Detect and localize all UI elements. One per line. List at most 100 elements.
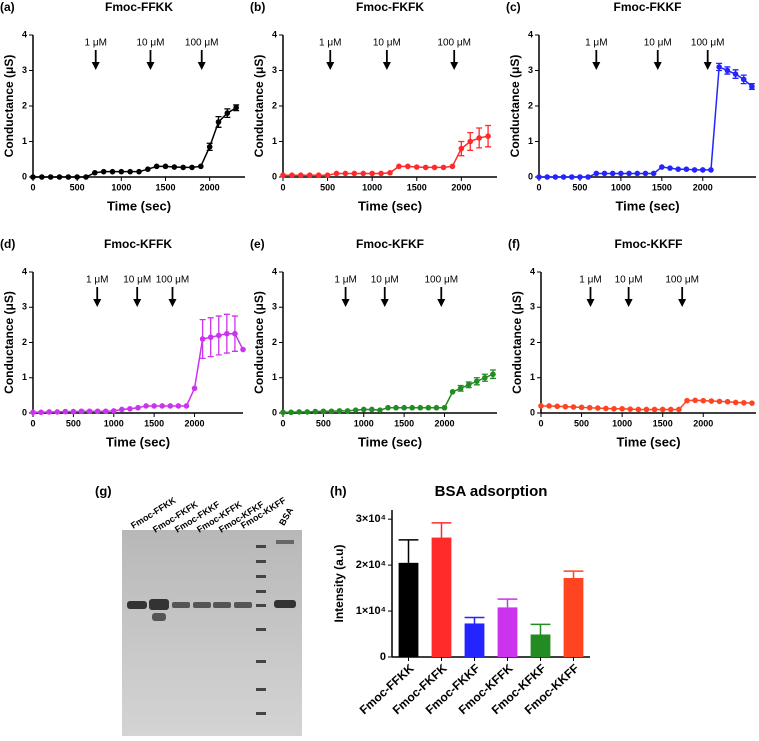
data-point — [546, 403, 552, 409]
data-point — [344, 408, 351, 414]
data-point — [151, 403, 157, 409]
data-point — [143, 403, 149, 409]
data-point — [732, 399, 739, 406]
x-tick-label: 500 — [66, 418, 81, 428]
data-point — [171, 164, 178, 170]
data-point — [659, 164, 665, 170]
data-point — [296, 409, 302, 415]
y-tick-label: 2 — [272, 100, 277, 110]
data-point — [385, 404, 391, 411]
data-point — [360, 170, 367, 177]
data-point — [716, 64, 722, 70]
arrow-head — [678, 299, 687, 307]
data-point — [449, 389, 456, 395]
data-point — [668, 406, 674, 413]
gel-panel: (g) Fmoc-FFKK Fmoc-FKFK Fmoc-FKKF Fmoc-K… — [95, 483, 302, 736]
data-point — [609, 170, 616, 177]
data-point — [562, 403, 569, 410]
x-tick-label: 500 — [316, 418, 331, 428]
x-axis-label: Time (sec) — [106, 434, 170, 449]
y-tick-label: 0 — [272, 407, 277, 417]
data-point — [485, 133, 491, 139]
data-point — [118, 168, 125, 175]
panel-label: (b) — [250, 0, 265, 14]
data-point — [413, 164, 420, 170]
data-point — [393, 404, 399, 411]
data-point — [153, 163, 160, 170]
panel-label: (h) — [330, 483, 347, 498]
x-tick-label: 1500 — [407, 182, 427, 192]
data-point — [422, 164, 429, 171]
chart-title: Fmoc-FKKF — [614, 0, 682, 14]
data-point — [409, 404, 416, 411]
chart-title: Fmoc-KKFF — [615, 237, 683, 251]
data-point — [536, 174, 542, 180]
chart-title: Fmoc-FFKK — [105, 0, 173, 14]
y-tick-label: 2 — [530, 337, 535, 347]
data-point — [716, 398, 723, 405]
data-point — [626, 170, 632, 177]
data-point — [552, 174, 559, 180]
line-chart: Fmoc-FKFK (b) 0 1 2 3 4 0 500 1000 1500 2000 Time (s… — [250, 0, 497, 213]
data-point — [288, 409, 294, 416]
data-point — [306, 172, 313, 179]
line-chart: Fmoc-FKKF (c) 0 1 2 3 4 0 500 1000 1500 2000 Time (s… — [506, 0, 756, 213]
data-point — [377, 407, 383, 413]
data-point — [92, 169, 98, 176]
y-tick-label: 0 — [380, 651, 386, 663]
line-chart: Fmoc-KFFK (d) 0 1 2 3 4 0 500 1000 1500 2000 Time (s… — [0, 237, 246, 449]
x-tick-label: 1500 — [653, 418, 673, 428]
data-point — [741, 399, 747, 406]
data-point — [298, 172, 304, 179]
y-axis-label: Conductance (μS) — [508, 55, 522, 158]
data-point — [70, 408, 77, 415]
data-point — [417, 404, 424, 411]
data-point — [315, 172, 322, 179]
data-point — [100, 168, 107, 175]
x-axis-label: Time (sec) — [615, 198, 679, 213]
data-point — [86, 408, 93, 415]
y-tick-label: 2 — [22, 337, 27, 347]
annotation: 10 μM — [644, 38, 672, 49]
data-point — [441, 404, 448, 411]
data-point — [135, 404, 141, 411]
data-point — [224, 110, 231, 116]
arrow-head — [653, 62, 662, 70]
data-point — [198, 163, 204, 170]
data-point — [538, 403, 544, 409]
y-tick-label: 4 — [530, 266, 535, 276]
data-point — [62, 408, 69, 415]
data-point — [240, 346, 246, 353]
x-tick-label: 500 — [574, 418, 589, 428]
annotation: 10 μM — [371, 275, 399, 286]
data-point — [215, 332, 222, 339]
y-axis-label: Conductance (μS) — [2, 55, 16, 158]
data-line — [283, 135, 489, 176]
data-point — [740, 76, 747, 83]
bar — [431, 537, 452, 657]
data-point — [56, 174, 63, 180]
x-tick-label: 1000 — [612, 418, 632, 428]
y-tick-label: 0 — [528, 171, 533, 181]
annotation: 100 μM — [665, 275, 699, 286]
data-point — [224, 330, 230, 337]
data-point — [700, 397, 707, 404]
panel-label: (a) — [0, 0, 15, 14]
annotation: 100 μM — [424, 275, 458, 286]
y-tick-label: 1×10⁴ — [356, 605, 386, 617]
data-point — [280, 409, 286, 416]
arrow-head — [93, 299, 102, 307]
annotation: 1 μM — [319, 38, 341, 49]
annotation: 100 μM — [156, 275, 190, 286]
gel-image — [122, 530, 302, 736]
data-point — [619, 405, 625, 412]
y-tick-label: 3 — [272, 65, 277, 75]
data-point — [585, 174, 591, 180]
y-tick-label: 4 — [272, 266, 277, 276]
data-point — [351, 170, 358, 177]
line-chart: Fmoc-KKFF (f) 0 1 2 3 4 0 500 1000 1500 2000 Time (s… — [508, 237, 756, 449]
y-tick-label: 2×10⁴ — [356, 559, 386, 571]
data-point — [167, 403, 174, 409]
y-tick-label: 1 — [530, 372, 535, 382]
annotation: 10 μM — [123, 275, 151, 286]
